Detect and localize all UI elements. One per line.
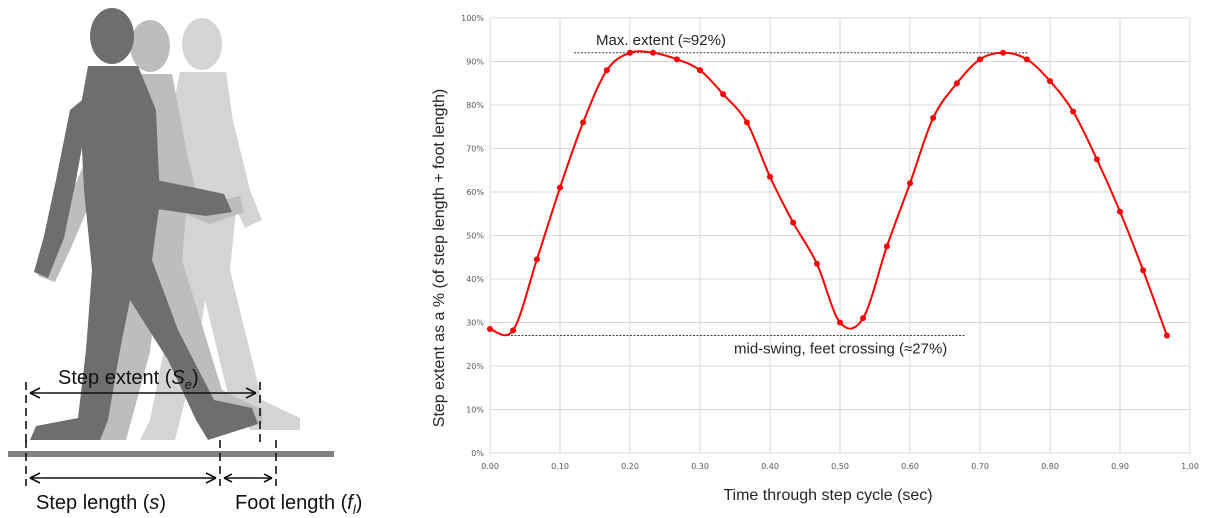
x-tick-label: 0.60 bbox=[901, 462, 919, 471]
chart-grid bbox=[489, 17, 1191, 454]
reference-lines: Max. extent (≈92%) mid-swing, feet crossi… bbox=[504, 32, 1029, 358]
x-tick-label: 0.80 bbox=[1041, 462, 1059, 471]
y-axis-title: Step extent as a % (of step length + foo… bbox=[431, 89, 448, 427]
data-point bbox=[1023, 56, 1030, 63]
data-point bbox=[580, 119, 587, 126]
data-point bbox=[1163, 332, 1170, 339]
data-point bbox=[907, 180, 913, 187]
data-point bbox=[1047, 78, 1053, 85]
x-tick-label: 0.50 bbox=[831, 462, 849, 471]
x-tick-label: 0.70 bbox=[971, 462, 989, 471]
x-tick-label: 0.40 bbox=[761, 462, 779, 471]
step-length-label: Step length (s) bbox=[36, 492, 166, 514]
data-point bbox=[1093, 156, 1100, 163]
y-tick-label: 60% bbox=[466, 188, 484, 197]
data-point bbox=[1117, 208, 1123, 215]
series-line bbox=[489, 50, 1168, 337]
y-tick-label: 20% bbox=[466, 362, 484, 371]
step-extent-chart: 0%10%20%30%40%50%60%70%80%90%100% 0.00 0.… bbox=[431, 14, 1199, 504]
x-tick-labels: 0.00 0.10 0.20 0.30 0.40 0.50 0.60 0.70 0.80 0.90… bbox=[481, 462, 1199, 471]
data-point bbox=[977, 56, 983, 63]
y-tick-label: 70% bbox=[466, 145, 484, 154]
data-point bbox=[533, 256, 540, 263]
series-layer bbox=[487, 49, 1170, 339]
data-point bbox=[673, 56, 680, 63]
data-point bbox=[510, 327, 517, 334]
y-tick-label: 0% bbox=[471, 449, 484, 458]
y-tick-label: 10% bbox=[466, 406, 484, 415]
annotation-label: Max. extent (≈92%) bbox=[596, 32, 726, 49]
data-point bbox=[557, 184, 563, 191]
x-tick-label: 1.00 bbox=[1181, 462, 1199, 471]
data-point bbox=[627, 49, 633, 56]
data-point bbox=[1000, 49, 1007, 56]
data-point bbox=[790, 219, 797, 226]
x-tick-label: 0.20 bbox=[621, 462, 639, 471]
x-tick-label: 0.00 bbox=[481, 462, 499, 471]
data-point bbox=[860, 315, 867, 322]
y-tick-labels: 0% 10% 20% 30% 40% 50% 60% 70% 80% 90% 100% bbox=[461, 14, 484, 458]
data-point bbox=[953, 80, 960, 87]
data-point bbox=[767, 173, 773, 180]
data-point bbox=[743, 119, 750, 126]
y-tick-label: 40% bbox=[466, 275, 484, 284]
walker-figure-icon bbox=[30, 8, 258, 440]
x-axis-title: Time through step cycle (sec) bbox=[723, 487, 932, 504]
annotation-label: mid-swing, feet crossing (≈27%) bbox=[734, 341, 947, 358]
walking-figure: Step extent (Se) Step length (s) Foot le… bbox=[8, 8, 362, 517]
data-point bbox=[650, 49, 657, 56]
y-tick-label: 50% bbox=[466, 232, 484, 241]
data-point bbox=[720, 91, 727, 98]
x-tick-label: 0.90 bbox=[1111, 462, 1129, 471]
step-extent-label: Step extent (Se) bbox=[58, 367, 199, 392]
step-extent-dimension bbox=[25, 382, 261, 442]
ground-line bbox=[8, 451, 334, 457]
data-point bbox=[813, 260, 820, 267]
y-tick-label: 100% bbox=[461, 14, 484, 23]
step-length-dimension bbox=[25, 440, 277, 486]
data-point bbox=[930, 115, 937, 122]
x-tick-label: 0.10 bbox=[551, 462, 569, 471]
data-point bbox=[487, 326, 493, 333]
data-point bbox=[603, 67, 610, 74]
data-point bbox=[697, 67, 703, 74]
y-tick-label: 30% bbox=[466, 319, 484, 328]
data-point bbox=[1140, 267, 1147, 274]
foot-length-label: Foot length (fl) bbox=[235, 492, 362, 517]
data-point bbox=[837, 319, 843, 326]
data-point bbox=[1070, 108, 1077, 115]
data-point bbox=[883, 243, 890, 250]
y-tick-label: 80% bbox=[466, 101, 484, 110]
x-tick-label: 0.30 bbox=[691, 462, 709, 471]
y-tick-label: 90% bbox=[466, 58, 484, 67]
